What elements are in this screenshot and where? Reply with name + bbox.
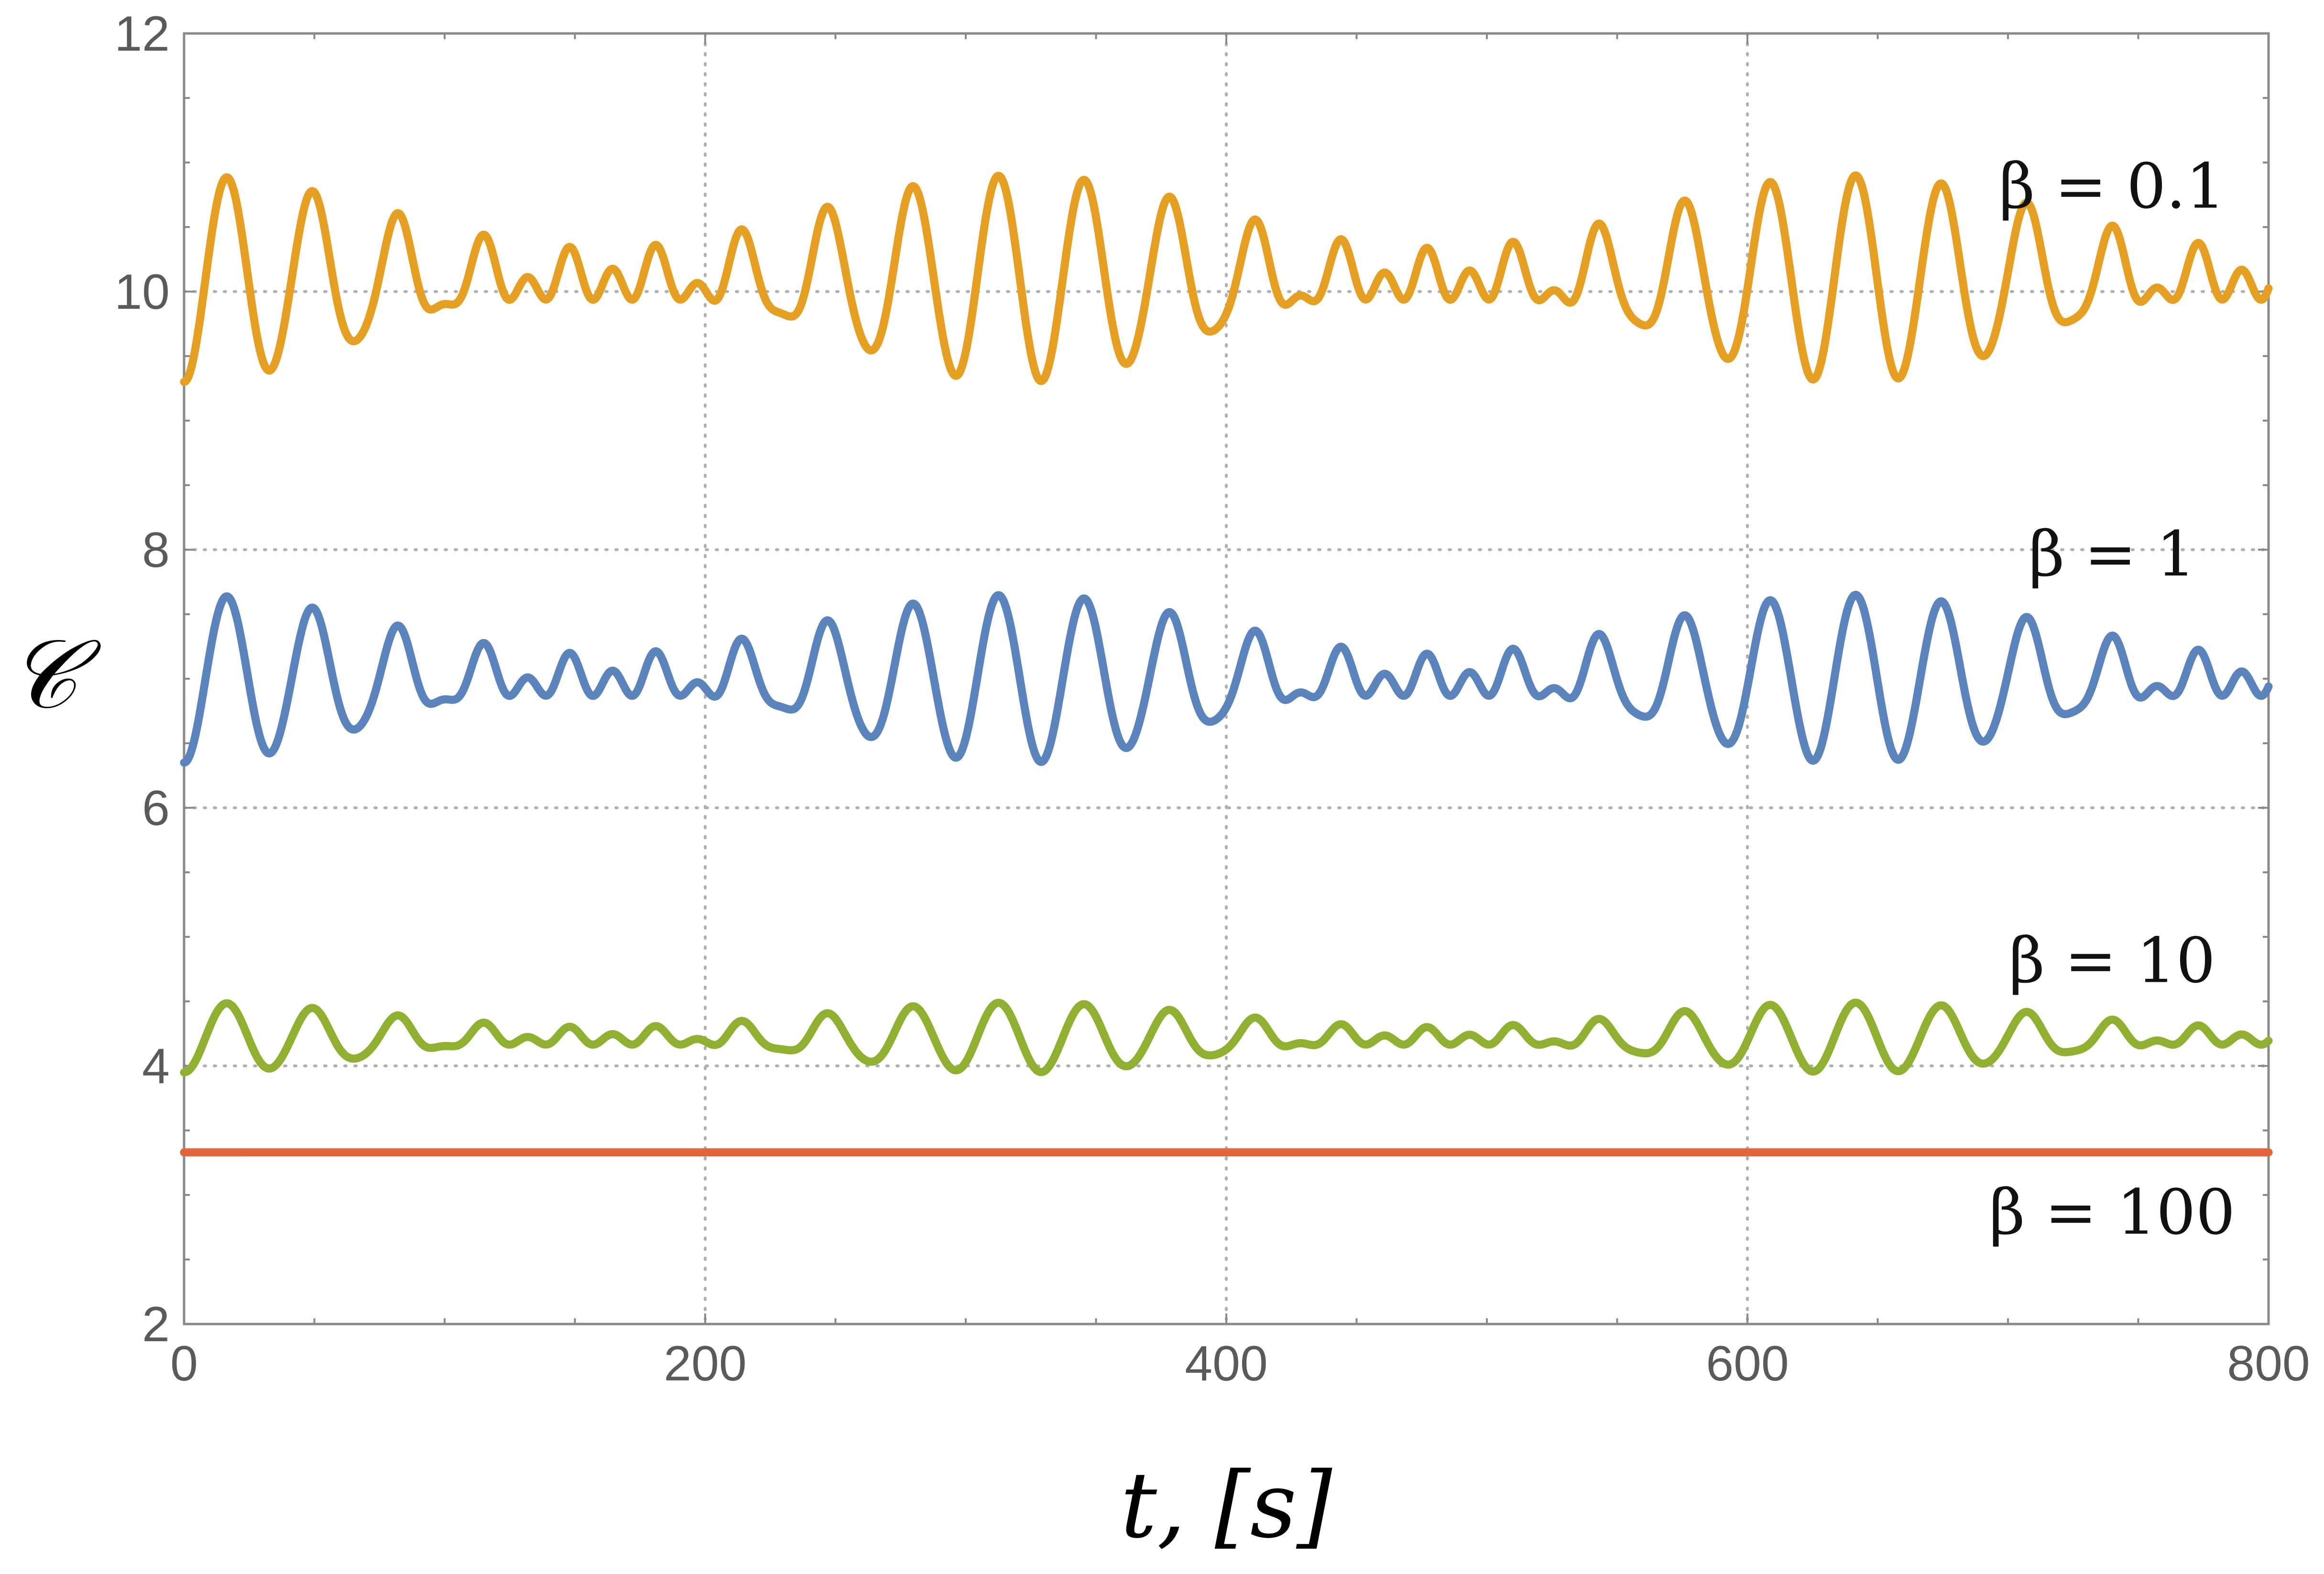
y-tick-label: 4	[142, 1039, 170, 1094]
y-tick-label: 2	[142, 1297, 170, 1352]
y-tick-label: 6	[142, 781, 170, 836]
series-annotation: β = 0.1	[1999, 150, 2225, 223]
x-tick-label: 400	[1185, 1336, 1268, 1391]
x-axis-label: t, [s]	[1121, 1453, 1333, 1558]
series-line	[180, 591, 2273, 767]
x-tick-label: 800	[2227, 1336, 2310, 1391]
y-tick-label: 10	[114, 264, 170, 320]
x-tick-label: 200	[664, 1336, 747, 1391]
x-tick-labels: 0 200 400 600 800	[170, 1336, 2310, 1391]
series-annotation: β = 10	[2009, 924, 2215, 997]
y-tick-label: 12	[114, 6, 170, 62]
series-line	[180, 171, 2273, 386]
x-tick-label: 0	[170, 1336, 198, 1391]
series-line	[180, 999, 2273, 1076]
series-annotation: β = 100	[1989, 1176, 2236, 1248]
y-tick-labels: 2 4 6 8 10 12	[114, 6, 170, 1352]
series-annotations: β = 0.1 β = 1 β = 10 β = 100	[1989, 150, 2236, 1249]
series-lines	[180, 171, 2273, 1157]
y-tick-label: 8	[142, 522, 170, 578]
x-tick-label: 600	[1706, 1336, 1789, 1391]
y-axis-label: 𝒞	[8, 619, 101, 730]
series-annotation: β = 1	[2029, 518, 2195, 590]
